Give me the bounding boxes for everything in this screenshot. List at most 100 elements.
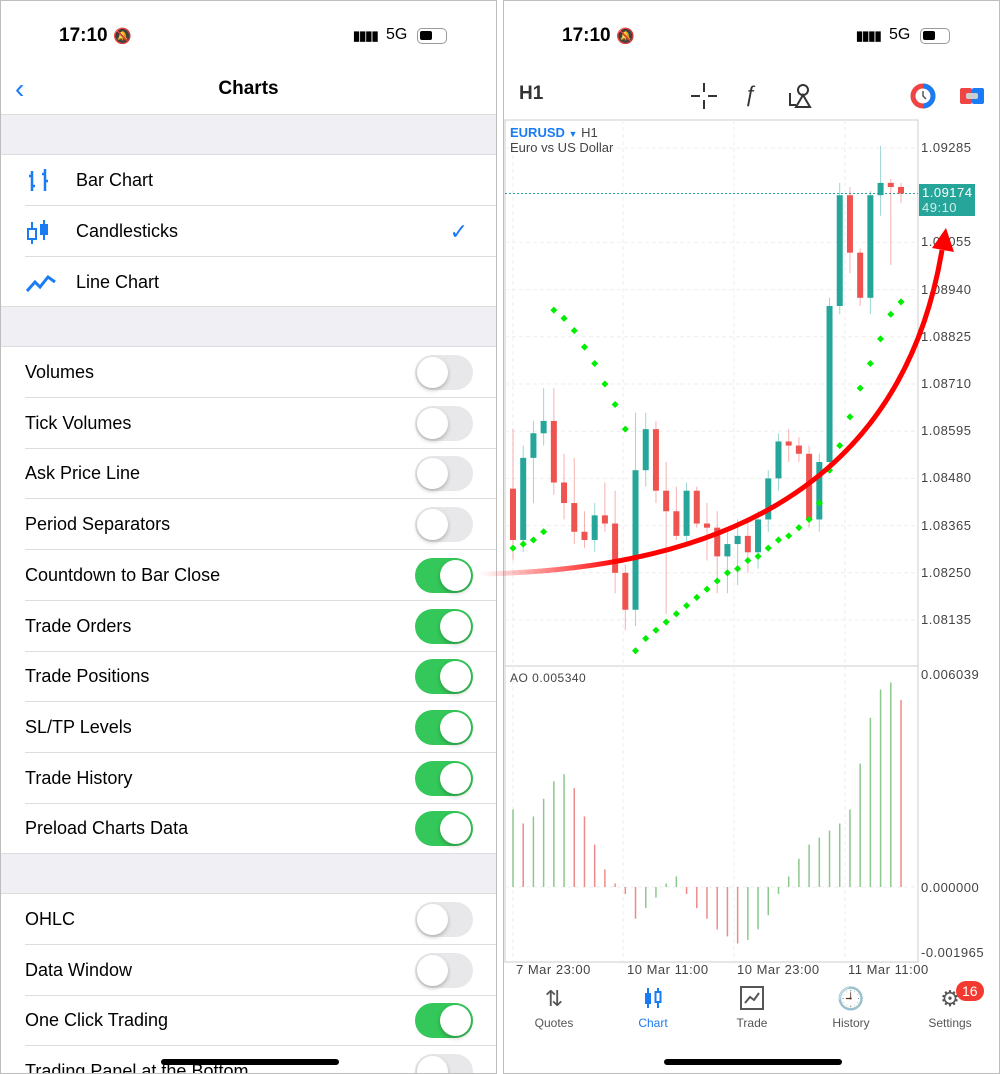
sar-dot (591, 359, 599, 368)
battery-icon (417, 28, 447, 44)
candle-body (663, 490, 670, 512)
chart-type-candlesticks[interactable]: Candlesticks ✓ (1, 206, 496, 257)
network-type: 5G (386, 26, 408, 43)
time-label: 7 Mar 23:00 (516, 962, 591, 977)
price-axis-label: 1.08710 (921, 376, 972, 391)
candle-body (806, 453, 813, 520)
history-icon: 🕘 (837, 986, 865, 1011)
price-axis-label: 1.08940 (921, 281, 972, 297)
chart-settings-panel: 17:10 🔕 ▮▮▮▮ 5G ‹ Charts Bar Chart Candle… (0, 0, 497, 1074)
toggle-switch[interactable] (415, 952, 473, 988)
chart-icon (613, 986, 693, 1016)
dropdown-caret-icon[interactable]: ▼ (568, 129, 578, 139)
setting-label: Tick Volumes (25, 412, 132, 433)
setting-label: One Click Trading (25, 1010, 169, 1031)
setting-row: Data Window (1, 945, 496, 996)
candle-body (775, 441, 782, 479)
indicators-icon[interactable]: ƒ (744, 81, 757, 106)
candle-body (561, 482, 568, 504)
sar-dot (570, 327, 578, 335)
tab-label: Trade (736, 1016, 768, 1030)
sar-dot (785, 532, 793, 540)
sar-dot (897, 298, 905, 306)
toggle-switch[interactable] (415, 1054, 473, 1073)
row-label: Candlesticks (76, 221, 179, 241)
candle-body (612, 523, 619, 573)
candle-body (622, 572, 629, 610)
sar-dot (672, 610, 680, 618)
trade-timer-icon[interactable] (910, 83, 936, 115)
toggle-switch[interactable] (415, 355, 473, 390)
ao-min-label: -0.001965 (921, 945, 985, 960)
chart-frame (504, 119, 919, 963)
tab-history[interactable]: 🕘 History (811, 986, 891, 1030)
sar-dot (836, 442, 844, 450)
tab-label: Settings (928, 1016, 972, 1030)
candle-body (816, 461, 823, 520)
toggle-switch[interactable] (415, 507, 473, 543)
candle-body (836, 195, 843, 307)
symbol-selector[interactable]: EURUSD (510, 125, 565, 140)
signal-icon: ▮▮▮▮ (353, 28, 379, 43)
crosshair-icon[interactable] (691, 83, 717, 115)
toggle-switch[interactable] (415, 456, 473, 492)
objects-icon[interactable] (788, 83, 814, 115)
setting-row: Trade History (1, 753, 496, 804)
setting-label: Trade Positions (25, 666, 150, 687)
back-chevron-icon[interactable]: ‹ (15, 73, 25, 104)
status-bar: 17:10 🔕 ▮▮▮▮ 5G (504, 23, 999, 51)
signal-icon: ▮▮▮▮ (856, 28, 882, 43)
line-chart-icon (25, 269, 57, 297)
setting-label: Trade History (25, 767, 133, 788)
sar-dot (540, 528, 548, 536)
toggle-switch[interactable] (415, 760, 473, 796)
toggle-switch[interactable] (415, 405, 473, 441)
toggle-switch[interactable] (415, 811, 473, 847)
candle-body (826, 306, 833, 462)
toggle-switch[interactable] (415, 709, 473, 745)
sar-dot (866, 359, 874, 368)
sar-dot (825, 466, 834, 474)
sar-dot (887, 310, 895, 318)
candle-body (520, 457, 527, 540)
toggle-switch[interactable] (415, 659, 473, 695)
sar-dot (601, 380, 609, 388)
setting-label: Preload Charts Data (25, 818, 189, 839)
toggle-switch[interactable] (415, 902, 473, 937)
tab-quotes[interactable]: ⇅ Quotes (514, 986, 594, 1030)
status-time: 17:10 (562, 25, 611, 46)
toggle-switch[interactable] (415, 557, 473, 593)
section-gap (1, 306, 496, 347)
page-title: Charts (218, 78, 279, 99)
silent-bell-icon: 🔕 (616, 28, 635, 45)
sar-dot (642, 634, 650, 643)
sar-dot (550, 306, 558, 314)
sar-dot (744, 556, 752, 565)
current-price: 1.09174 (922, 185, 973, 200)
chart-type-line-chart[interactable]: Line Chart (1, 257, 496, 308)
time-label: 11 Mar 11:00 (848, 962, 929, 977)
setting-label: OHLC (25, 909, 76, 929)
setting-label: Period Separators (25, 514, 171, 535)
candle-body (683, 490, 690, 536)
sar-dot (631, 647, 640, 655)
timeframe-button[interactable]: H1 (519, 83, 544, 104)
sar-dot (580, 343, 589, 351)
time-label: 10 Mar 23:00 (737, 962, 820, 977)
candle-body (652, 429, 659, 491)
tab-chart[interactable]: Chart (613, 986, 693, 1030)
tab-trade[interactable]: Trade (712, 986, 792, 1030)
sar-dot (846, 413, 854, 421)
price-axis-label: 1.08825 (921, 328, 972, 344)
one-click-trading-icon[interactable] (959, 83, 985, 115)
status-bar: 17:10 🔕 ▮▮▮▮ 5G (1, 23, 496, 51)
bar-countdown: 49:10 (922, 200, 958, 215)
checkmark-icon: ✓ (449, 218, 468, 244)
chart-type-bar-chart[interactable]: Bar Chart (1, 155, 496, 206)
toggle-switch[interactable] (415, 608, 473, 644)
candle-body (724, 544, 731, 557)
network-type: 5G (889, 26, 911, 43)
tab-settings[interactable]: ⚙ Settings (910, 986, 990, 1030)
setting-row: Period Separators (1, 499, 496, 551)
toggle-switch[interactable] (415, 1003, 473, 1039)
